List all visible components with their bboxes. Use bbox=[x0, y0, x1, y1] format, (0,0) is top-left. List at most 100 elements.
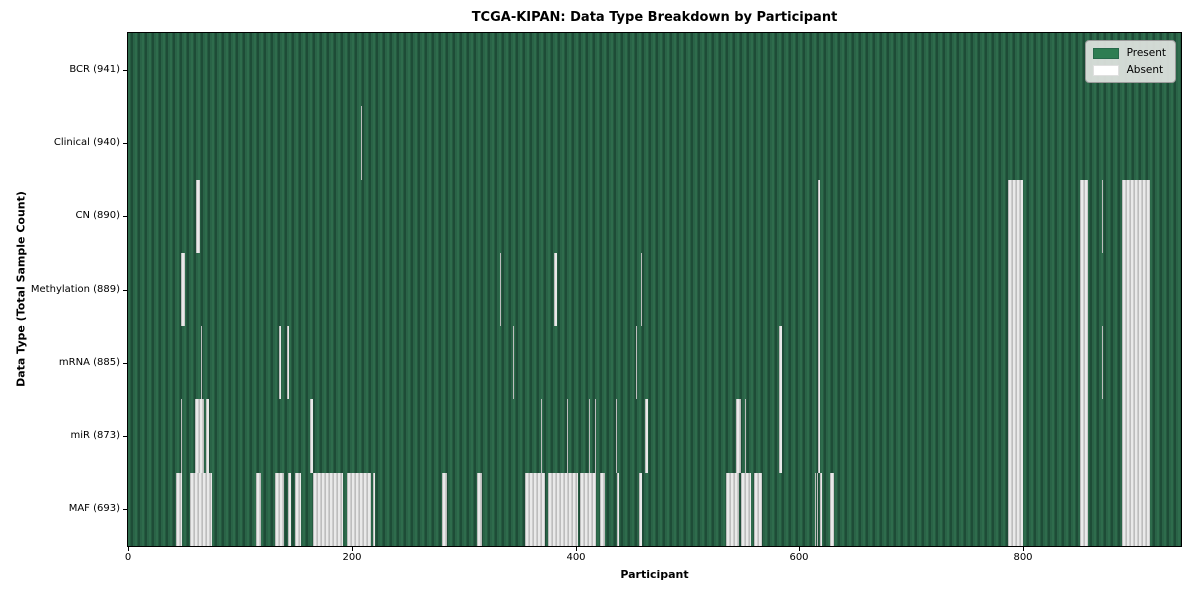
absent-stripe bbox=[1121, 326, 1150, 400]
absent-stripe bbox=[512, 326, 515, 400]
x-axis-tick-label-400: 400 bbox=[566, 552, 586, 563]
x-axis-tick-mark bbox=[1023, 547, 1024, 551]
absent-stripe bbox=[499, 252, 501, 327]
y-axis-tick-mark bbox=[123, 509, 128, 510]
heatmap-plot-area: Present Absent bbox=[127, 32, 1182, 547]
absent-stripe bbox=[1007, 399, 1024, 473]
absent-stripe bbox=[288, 472, 292, 546]
absent-stripe bbox=[294, 472, 302, 546]
absent-stripe bbox=[180, 399, 182, 473]
chart-title: TCGA-KIPAN: Data Type Breakdown by Parti… bbox=[471, 10, 838, 25]
absent-stripe bbox=[279, 326, 282, 400]
absent-stripe bbox=[580, 472, 596, 546]
absent-stripe bbox=[477, 472, 482, 546]
absent-stripe bbox=[373, 472, 376, 546]
absent-stripe bbox=[310, 399, 313, 473]
absent-stripe bbox=[547, 472, 578, 546]
absent-stripe bbox=[274, 472, 284, 546]
absent-stripe bbox=[640, 252, 642, 327]
absent-stripe bbox=[1101, 179, 1103, 253]
absent-stripe bbox=[360, 106, 362, 180]
legend-absent-label: Absent bbox=[1126, 64, 1164, 76]
absent-stripe bbox=[1080, 399, 1089, 473]
absent-stripe bbox=[819, 472, 822, 546]
absent-stripe bbox=[255, 472, 262, 546]
absent-stripe bbox=[196, 179, 200, 253]
x-axis-tick-label-600: 600 bbox=[789, 552, 809, 563]
absent-stripe bbox=[617, 472, 620, 546]
absent-stripe bbox=[735, 399, 742, 473]
y-axis-title: Data Type (Total Sample Count) bbox=[14, 191, 28, 387]
heatmap-row-clinical bbox=[128, 106, 1181, 181]
absent-stripe bbox=[725, 472, 739, 546]
heatmap-row-methylation bbox=[128, 252, 1181, 328]
absent-stripe bbox=[779, 399, 782, 473]
absent-stripe bbox=[1080, 326, 1089, 400]
absent-stripe bbox=[1007, 472, 1024, 546]
legend-present-label: Present bbox=[1126, 47, 1166, 59]
absent-stripe bbox=[1101, 326, 1103, 400]
absent-stripe bbox=[312, 472, 343, 546]
absent-stripe bbox=[176, 472, 182, 546]
legend-item-absent: Absent bbox=[1092, 64, 1166, 76]
y-axis-tick-label-cn: CN (890) bbox=[75, 210, 120, 221]
absent-stripe bbox=[1121, 179, 1150, 253]
absent-stripe bbox=[600, 472, 605, 546]
y-axis-tick-label-clinical: Clinical (940) bbox=[53, 137, 120, 148]
absent-stripe bbox=[1007, 326, 1024, 400]
y-axis-tick-label-maf: MAF (693) bbox=[68, 503, 120, 514]
y-axis-tick-label-methylation: Methylation (889) bbox=[30, 284, 120, 295]
absent-stripe bbox=[1080, 472, 1089, 546]
absent-stripe bbox=[615, 399, 617, 473]
absent-stripe bbox=[200, 326, 202, 400]
absent-stripe bbox=[525, 472, 546, 546]
absent-stripe bbox=[347, 472, 371, 546]
absent-stripe bbox=[180, 252, 186, 327]
absent-stripe bbox=[189, 472, 212, 546]
x-axis-tick-mark bbox=[128, 547, 129, 551]
absent-stripe bbox=[818, 326, 820, 400]
absent-stripe bbox=[1007, 179, 1024, 253]
absent-stripe bbox=[753, 472, 763, 546]
x-axis-title: Participant bbox=[620, 568, 689, 581]
absent-stripe bbox=[779, 326, 782, 400]
x-axis-tick-label-200: 200 bbox=[342, 552, 362, 563]
absent-stripe bbox=[195, 399, 205, 473]
absent-stripe bbox=[566, 399, 568, 473]
absent-stripe bbox=[818, 399, 820, 473]
y-axis-tick-mark bbox=[123, 216, 128, 217]
heatmap-row-maf bbox=[128, 472, 1181, 546]
absent-stripe bbox=[206, 399, 209, 473]
heatmap-row-mir bbox=[128, 399, 1181, 474]
y-axis-tick-mark bbox=[123, 363, 128, 364]
absent-stripe bbox=[818, 252, 820, 327]
absent-stripe bbox=[639, 472, 642, 546]
absent-stripe bbox=[636, 326, 638, 400]
absent-stripe bbox=[540, 399, 543, 473]
x-axis-tick-mark bbox=[576, 547, 577, 551]
legend: Present Absent bbox=[1084, 40, 1176, 83]
y-axis-tick-mark bbox=[123, 436, 128, 437]
absent-stripe bbox=[1007, 252, 1024, 327]
absent-stripe bbox=[442, 472, 447, 546]
absent-stripe bbox=[554, 252, 557, 327]
absent-stripe bbox=[589, 399, 591, 473]
y-axis-tick-label-mir: miR (873) bbox=[70, 430, 120, 441]
legend-present-swatch-icon bbox=[1092, 47, 1119, 59]
y-axis-tick-label-mrna: mRNA (885) bbox=[58, 357, 120, 368]
legend-absent-swatch-icon bbox=[1092, 64, 1119, 76]
y-axis-tick-mark bbox=[123, 143, 128, 144]
x-axis-tick-mark bbox=[352, 547, 353, 551]
absent-stripe bbox=[1080, 252, 1089, 327]
absent-stripe bbox=[818, 179, 820, 253]
absent-stripe bbox=[1121, 399, 1150, 473]
absent-stripe bbox=[1080, 179, 1089, 253]
x-axis-tick-label-0: 0 bbox=[124, 552, 132, 563]
absent-stripe bbox=[829, 472, 835, 546]
absent-stripe bbox=[1121, 252, 1150, 327]
absent-stripe bbox=[744, 399, 746, 473]
x-axis-tick-label-800: 800 bbox=[1013, 552, 1033, 563]
absent-stripe bbox=[1121, 472, 1150, 546]
legend-item-present: Present bbox=[1092, 47, 1166, 59]
